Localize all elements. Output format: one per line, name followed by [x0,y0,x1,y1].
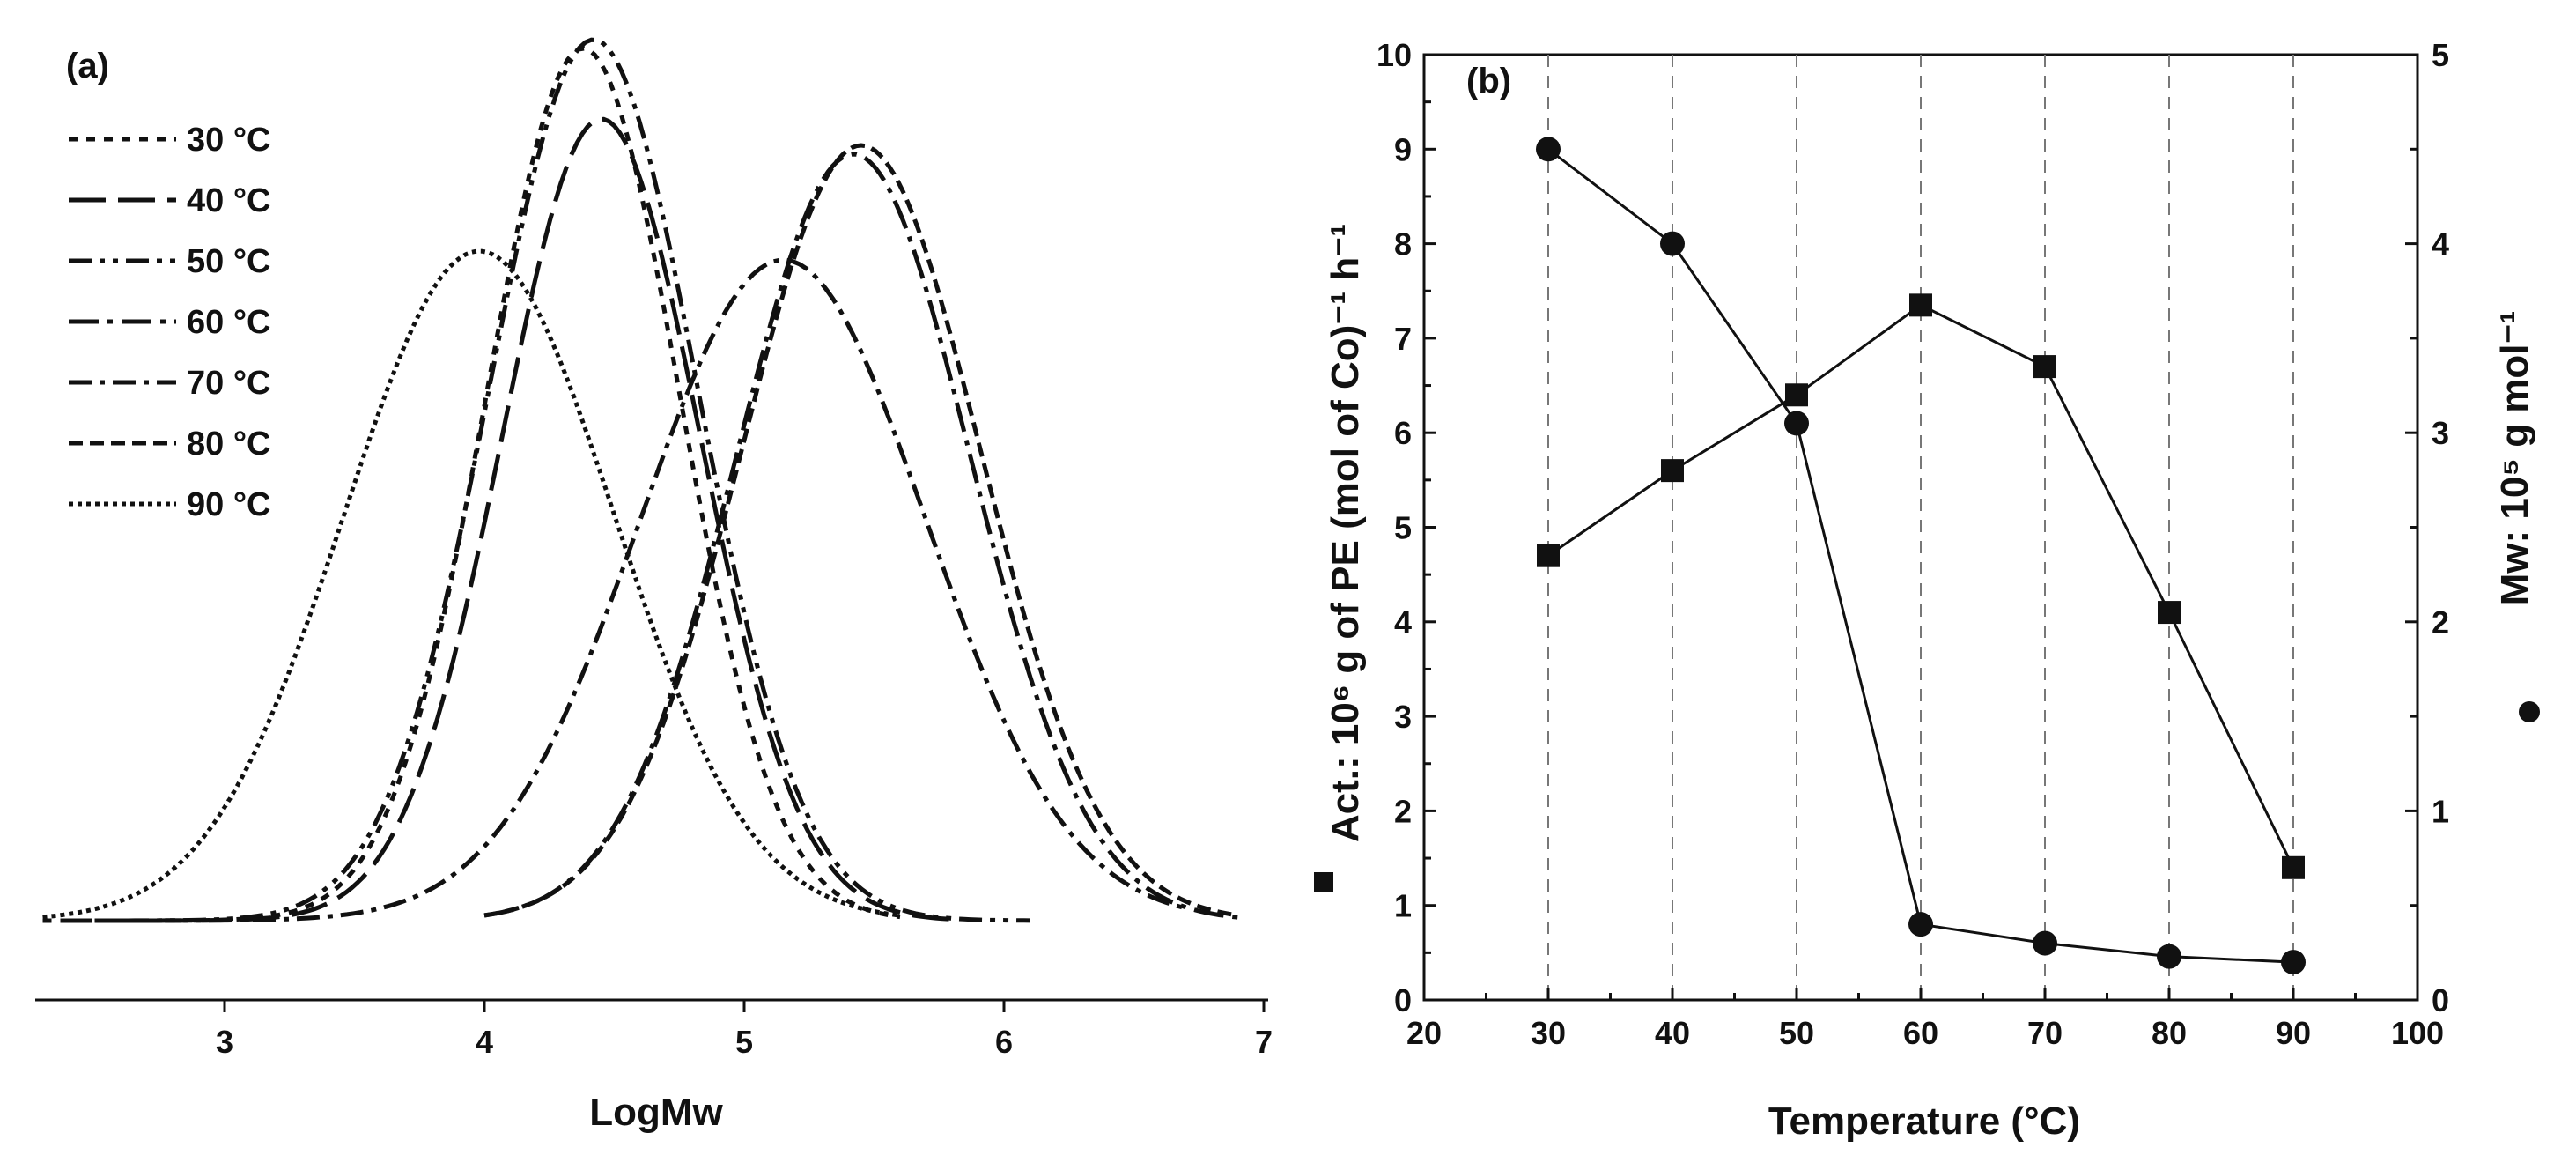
activity-point [1909,293,1932,317]
mw-point [1660,231,1685,256]
activity-point [1785,383,1808,407]
panel-b-y-tick-label: 8 [1394,226,1412,263]
panel-b-x-tick-label: 70 [2027,1015,2063,1051]
activity-point [2033,355,2056,379]
panel-a-curve-40c [94,116,953,923]
activity-point [2158,601,2181,625]
panel-b-x-tick-label: 90 [2276,1015,2311,1051]
panel-b-y-tick-label: 10 [1377,37,1412,73]
mw-point [2033,930,2057,956]
panel-b-x-tick-label: 60 [1903,1015,1938,1051]
panel-a-x-label: LogMw [589,1091,723,1134]
panel-b-x-tick-label: 40 [1655,1015,1690,1051]
panel-b-y-right-tick-label: 2 [2432,604,2449,641]
activity-point [1537,544,1560,567]
panel-a-label: (a) [66,47,109,85]
mw-point [1908,912,1933,937]
panel-b-y-label: Act.: 10⁶ g of PE (mol of Co)⁻¹ h⁻¹ [1324,224,1367,842]
panel-b-x-tick-label: 30 [1531,1015,1566,1051]
legend-label: 40 °C [187,182,270,219]
panel-a-x-tick-label: 4 [476,1024,493,1060]
panel-b-y-right-tick-label: 5 [2432,37,2449,73]
panel-b-label: (b) [1466,62,1511,100]
legend-label: 70 °C [187,365,270,402]
panel-a: 3 4 5 6 7 (a) LogMw 30 °C 40 °C 50 °C 60 °C 70 °… [35,37,1273,1134]
panel-b-y-tick-label: 7 [1394,321,1412,357]
panel-a-curves [42,37,1238,923]
panel-a-curve-90c [42,248,901,920]
panel-b-y-right-tick-label: 0 [2432,982,2449,1018]
mw-point [2157,944,2181,969]
legend-label: 90 °C [187,486,270,523]
panel-b-y-right-tick-label: 4 [2432,226,2449,263]
panel-b-y-ticks: 0 1 2 3 4 5 6 7 8 9 10 [1377,37,1436,1018]
panel-b-x-tick-label: 50 [1779,1015,1814,1051]
mw-point [1784,411,1809,436]
panel-b-y-right-tick-label: 1 [2432,793,2449,829]
panel-a-x-ticks: 3 4 5 6 7 [216,1000,1273,1060]
activity-point [2282,855,2305,879]
mw-point [1536,137,1561,162]
panel-b-x-ticks: 20 30 40 50 60 70 80 90 100 [1406,988,2444,1051]
panel-a-x-tick-label: 3 [216,1024,233,1060]
panel-b-y-tick-label: 5 [1394,510,1412,546]
panel-b-y-right-label: Mw: 10⁵ g mol⁻¹ [2493,311,2536,606]
panel-b-y-right-label-circle-marker [2519,701,2540,722]
panel-a-curve-80c [483,143,1238,918]
panel-b-series [1536,137,2306,975]
panel-b-y-tick-label: 9 [1394,131,1412,167]
panel-b-y-right-ticks: 0 1 2 3 4 5 [2405,37,2449,1018]
panel-a-x-tick-label: 7 [1255,1024,1273,1060]
panel-a-curve-50c [69,37,1030,923]
panel-b-x-tick-label: 20 [1406,1015,1442,1051]
panel-a-curve-70c [121,257,1187,923]
legend-label: 80 °C [187,426,270,463]
panel-a-x-tick-label: 5 [735,1024,753,1060]
panel-b-y-tick-label: 1 [1394,888,1412,924]
panel-b-y-tick-label: 2 [1394,793,1412,829]
panel-a-curve-60c [483,152,1238,920]
mw-point [2281,950,2306,975]
legend-label: 30 °C [187,122,270,159]
panel-b-x-tick-label: 80 [2152,1015,2187,1051]
panel-b-y-tick-label: 6 [1394,415,1412,451]
panel-b-gridlines [1547,55,2294,1000]
panel-a-x-tick-label: 6 [995,1024,1013,1060]
activity-point [1661,459,1684,483]
legend-label: 60 °C [187,304,270,341]
panel-b-y-tick-label: 3 [1394,699,1412,735]
panel-b-x-tick-label: 100 [2391,1015,2444,1051]
legend-label: 50 °C [187,243,270,280]
panel-b-y-tick-label: 0 [1394,982,1412,1018]
panel-b-y-label-square-marker [1314,872,1333,892]
panel-b-y-tick-label: 4 [1394,604,1412,641]
panel-b-y-right-tick-label: 3 [2432,415,2449,451]
panel-b-x-label: Temperature (°C) [1768,1100,2080,1143]
panel-a-legend: 30 °C 40 °C 50 °C 60 °C 70 °C 80 °C 90 °C [69,122,270,523]
